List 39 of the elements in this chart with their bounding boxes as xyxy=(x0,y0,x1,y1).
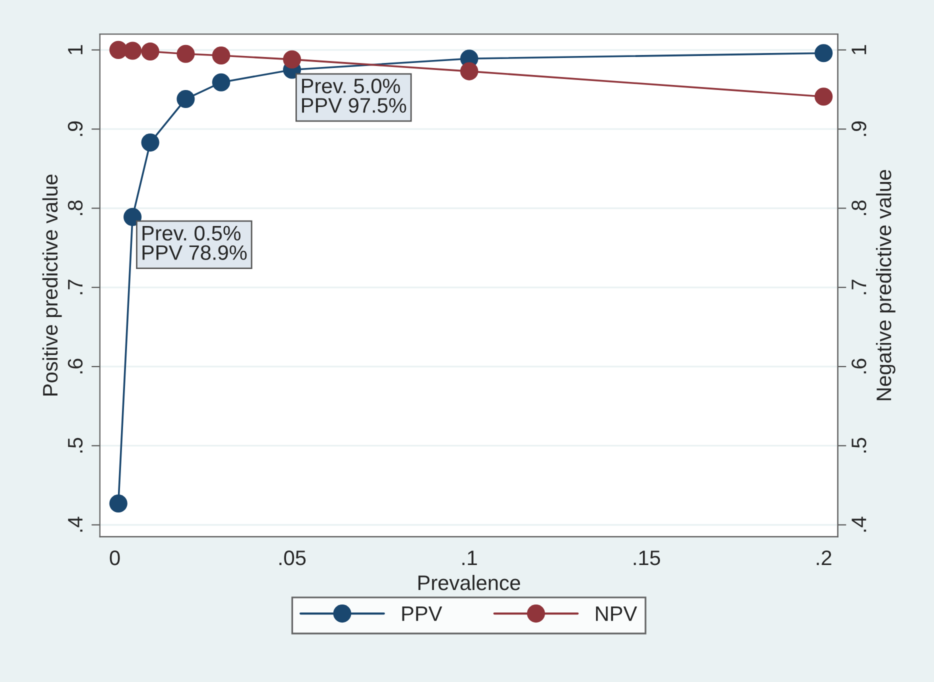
point xyxy=(176,44,195,63)
point xyxy=(176,90,195,108)
x-tick-label: .2 xyxy=(816,550,832,566)
y-tick-label: 1 xyxy=(68,45,82,54)
y-axis-title: Positive predictive value xyxy=(42,174,62,396)
annotation: Prev. 5.0% PPV 97.5% xyxy=(302,78,406,113)
y2-tick-label: .4 xyxy=(852,516,866,532)
y-tick-label: .9 xyxy=(68,121,83,136)
y2-tick-label: .5 xyxy=(852,438,866,452)
x-tick-label: .1 xyxy=(462,550,477,566)
legend-label: NPV xyxy=(596,606,638,621)
y2-tick-label: .7 xyxy=(852,280,866,294)
y-tick-label: .6 xyxy=(68,358,83,374)
y2-tick-label: .6 xyxy=(852,358,866,374)
y-tick-label: .7 xyxy=(68,280,82,294)
y2-tick-label: .9 xyxy=(852,121,866,136)
x-axis-title: Prevalence xyxy=(418,574,520,590)
point xyxy=(814,44,833,62)
point xyxy=(124,208,142,226)
y2-tick-label: 1 xyxy=(852,45,866,54)
legend-label: PPV xyxy=(402,606,442,621)
y2-tick-label: .8 xyxy=(852,200,866,216)
y-tick-label: .5 xyxy=(68,438,83,452)
x-tick-label: .15 xyxy=(634,550,660,566)
point xyxy=(212,46,230,64)
y2-axis-title: Negative predictive value xyxy=(876,170,896,400)
y-tick-label: .4 xyxy=(68,516,82,532)
point xyxy=(814,88,833,106)
y-tick-label: .8 xyxy=(68,200,83,216)
x-tick-label: .05 xyxy=(279,550,306,566)
point xyxy=(141,134,160,152)
point xyxy=(124,42,142,60)
point xyxy=(460,62,478,80)
point xyxy=(212,73,230,92)
x-tick-label: 0 xyxy=(110,550,120,566)
point xyxy=(282,50,302,68)
point xyxy=(141,42,160,61)
point xyxy=(109,494,128,513)
annotation: Prev. 0.5% PPV 78.9% xyxy=(142,226,247,260)
